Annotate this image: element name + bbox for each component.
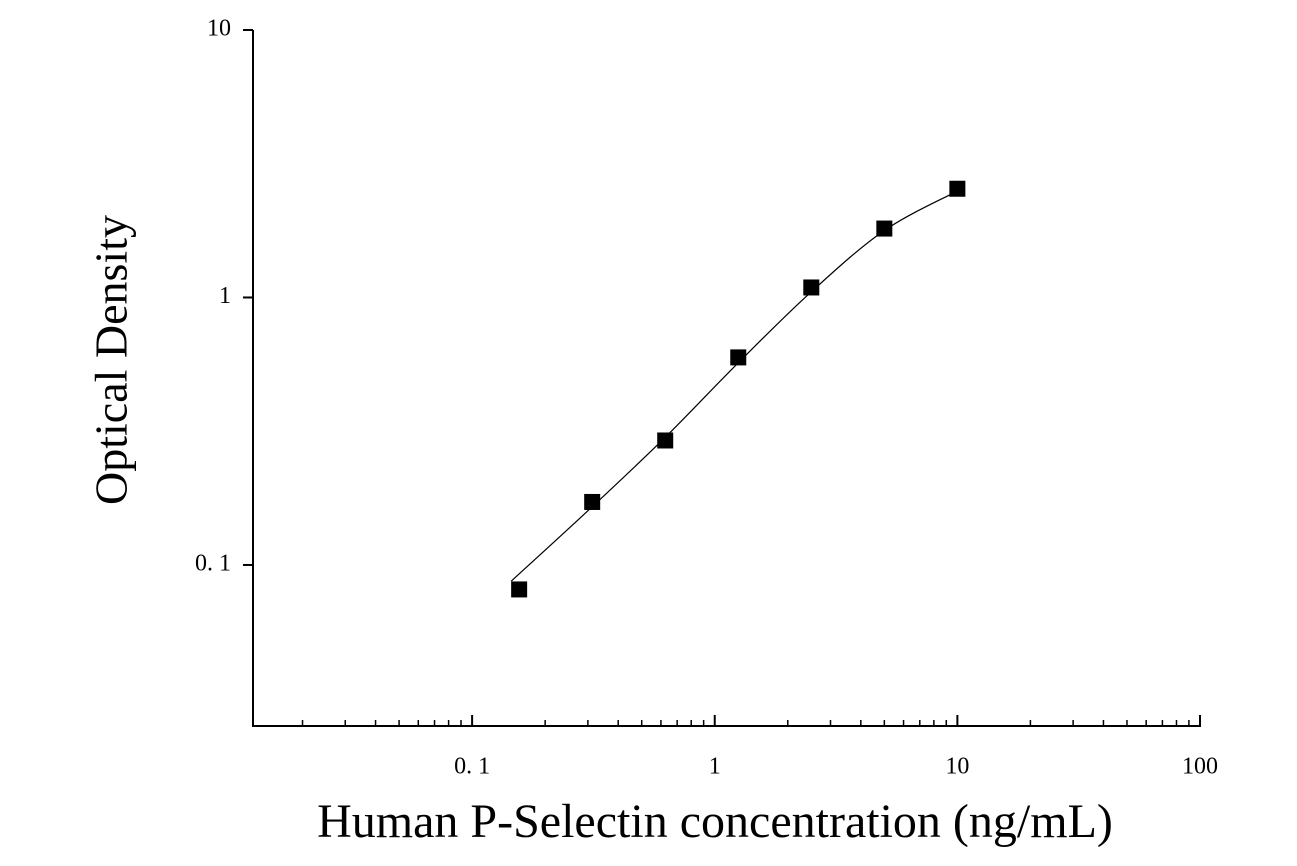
point: [949, 180, 966, 197]
y-axis-title: Optical Density: [86, 215, 137, 505]
point: [876, 220, 893, 237]
point: [730, 349, 747, 366]
x-tick-label: 1: [709, 754, 721, 780]
y-tick-label: 10: [207, 16, 231, 42]
x-tick-label: 100: [1182, 754, 1218, 780]
x-tick-label: 10: [945, 754, 969, 780]
x-axis-title: Human P-Selectin concentration (ng/mL): [317, 795, 1113, 848]
fit-curve: [510, 190, 958, 582]
y-tick-label: 1: [219, 283, 231, 309]
point: [657, 432, 674, 449]
point: [511, 581, 528, 598]
point: [584, 493, 601, 510]
point: [803, 279, 820, 296]
y-tick-label: 0. 1: [195, 550, 231, 576]
x-tick-label: 0. 1: [454, 754, 490, 780]
